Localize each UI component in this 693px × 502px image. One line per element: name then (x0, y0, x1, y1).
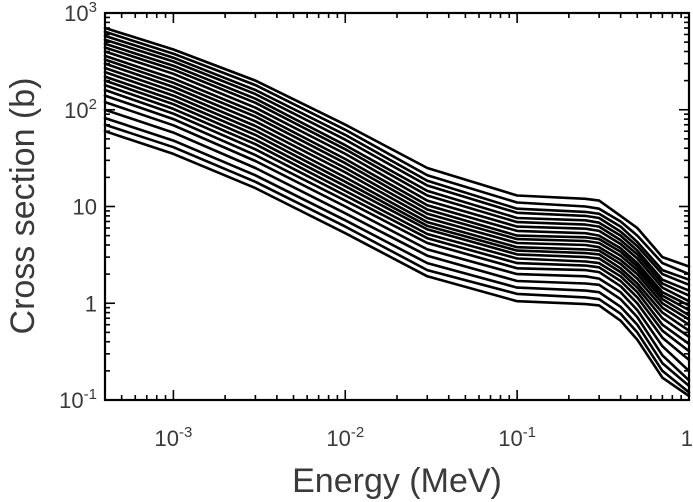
series-line-14 (103, 79, 691, 339)
y-tick-label: 10-1 (59, 386, 97, 413)
series-line-12 (103, 70, 691, 326)
series-line-22 (103, 129, 691, 398)
x-axis-title: Energy (MeV) (292, 462, 502, 500)
series-line-18 (103, 100, 691, 373)
series-line-19 (103, 108, 691, 382)
series-lines (103, 26, 691, 398)
series-line-8 (103, 54, 691, 307)
x-tick-label: 10-2 (326, 424, 364, 451)
y-tick-labels: 10-1 1 10 102 103 (59, 0, 97, 413)
series-line-10 (103, 62, 691, 317)
series-line-1 (103, 26, 691, 268)
y-tick-label: 1 (85, 291, 97, 316)
axis-ticks (104, 12, 690, 401)
series-line-9 (103, 58, 691, 312)
series-line-4 (103, 38, 691, 287)
series-line-6 (103, 46, 691, 297)
series-line-5 (103, 42, 691, 292)
series-line-2 (103, 30, 691, 276)
series-line-21 (103, 123, 691, 394)
y-axis-title: Cross section (b) (4, 78, 42, 335)
series-line-16 (103, 88, 691, 353)
y-tick-label: 102 (64, 96, 97, 123)
y-tick-label: 10 (73, 195, 97, 220)
series-line-15 (103, 83, 691, 346)
series-line-7 (103, 50, 691, 303)
y-tick-label: 103 (64, 0, 97, 26)
x-tick-label: 10-1 (498, 424, 536, 451)
series-line-20 (103, 116, 691, 388)
x-tick-label: 1 (681, 426, 693, 451)
series-line-3 (103, 34, 691, 281)
series-line-17 (103, 94, 691, 362)
x-tick-label: 10-3 (154, 424, 192, 451)
x-tick-labels: 10-3 10-2 10-1 1 (154, 424, 693, 451)
series-line-11 (103, 66, 691, 321)
series-line-13 (103, 75, 691, 332)
